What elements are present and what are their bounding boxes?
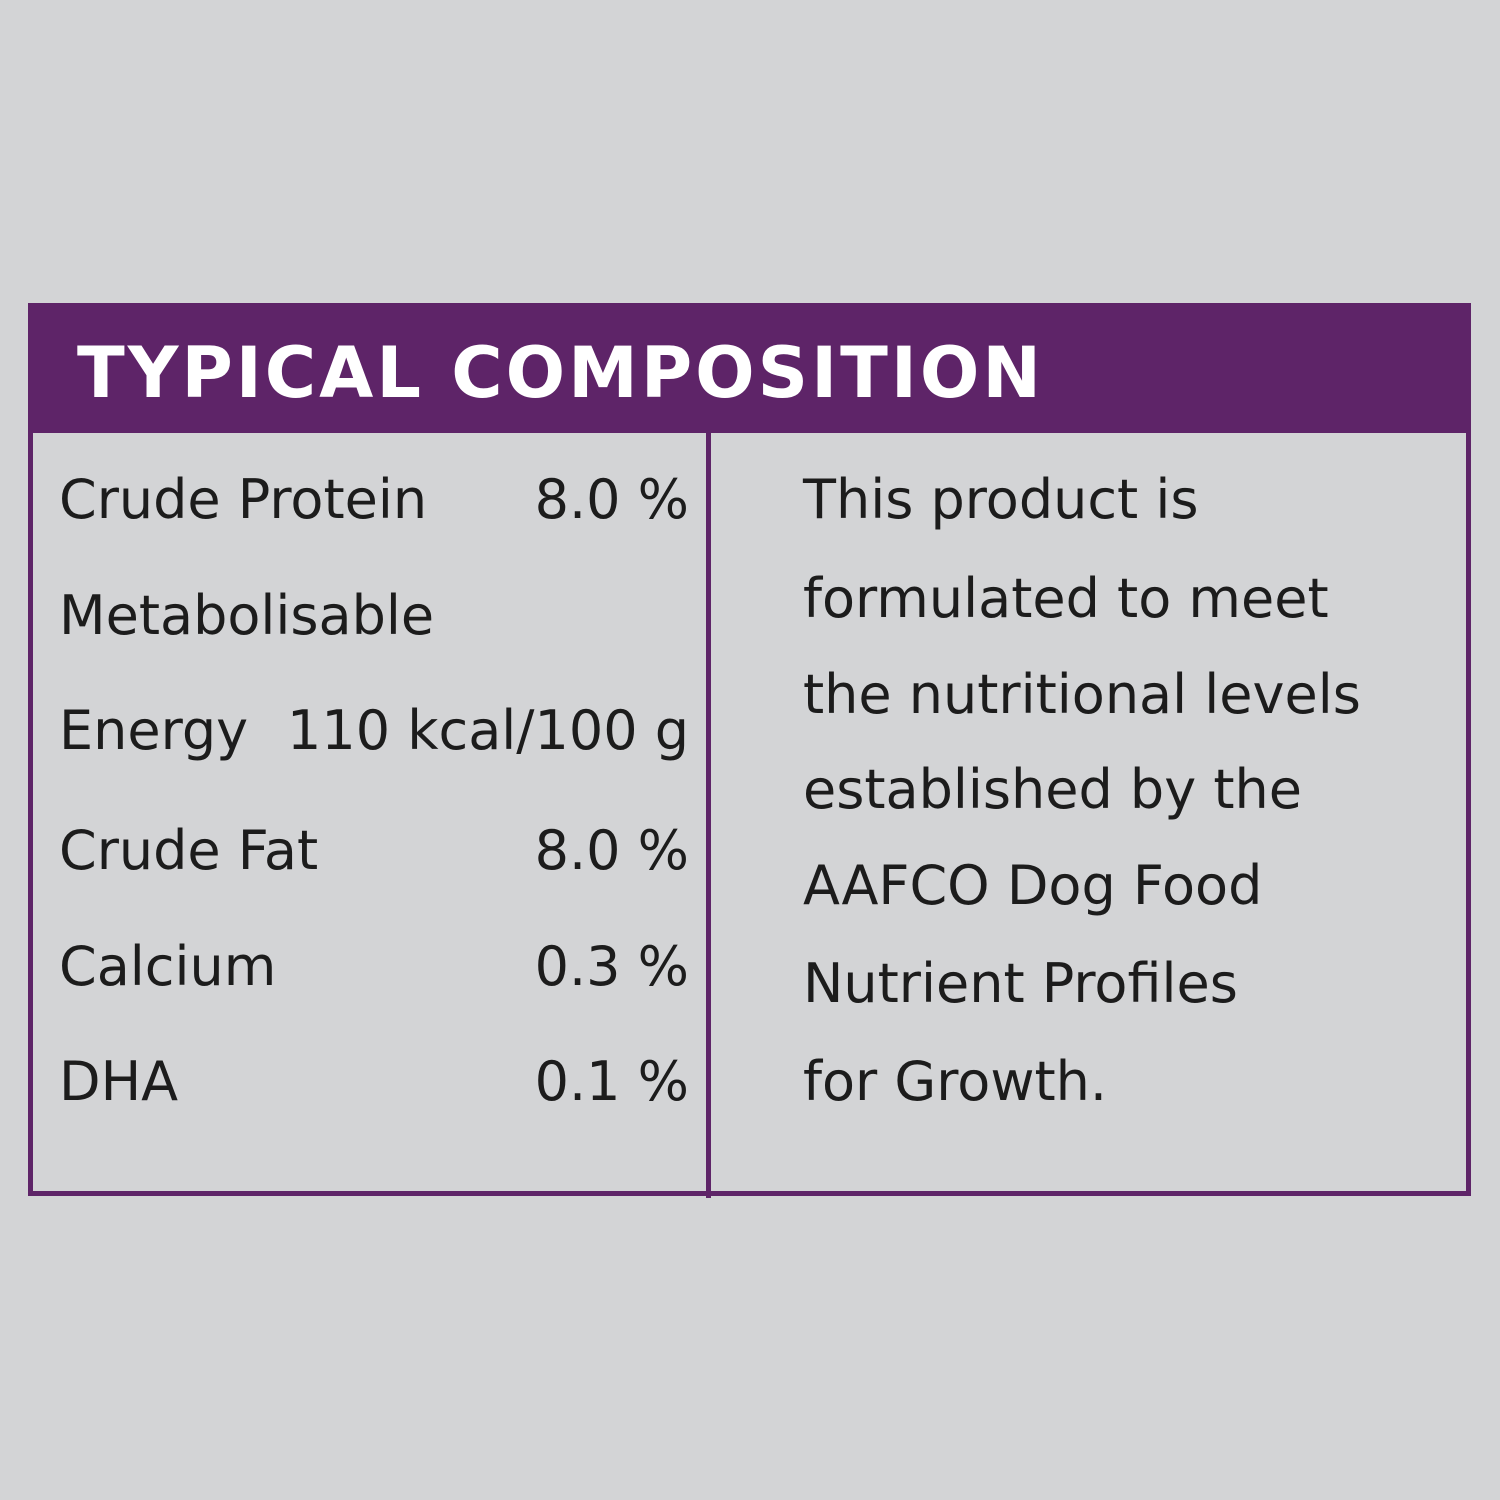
nutrient-label: Crude Fat [59,819,319,882]
composition-panel: TYPICAL COMPOSITION Crude Protein 8.0 % … [28,303,1471,1198]
composition-table: Crude Protein 8.0 % Metabolisable Energy… [33,433,706,1196]
composition-row: Crude Protein 8.0 % [59,465,689,535]
composition-row: Calcium 0.3 % [59,932,689,1002]
nutrient-value: 0.3 % [534,935,689,998]
nutrient-label: Energy [59,699,249,762]
panel-header: TYPICAL COMPOSITION [33,308,1466,433]
nutrient-value: 8.0 % [534,468,689,531]
statement-line: the nutritional levels [803,663,1361,726]
statement-line: Nutrient Profiles [803,952,1238,1015]
statement-line: established by the [803,758,1302,821]
nutrient-label: Metabolisable [59,584,435,647]
statement-line: This product is [803,468,1199,531]
panel-title: TYPICAL COMPOSITION [77,332,1044,414]
nutrient-value: 0.1 % [534,1050,689,1113]
statement-line: formulated to meet [803,567,1329,630]
nutrient-value: 8.0 % [534,819,689,882]
composition-row: DHA 0.1 % [59,1047,689,1117]
composition-row: Metabolisable [59,581,689,651]
statement-line: for Growth. [803,1050,1108,1113]
nutrient-label: Crude Protein [59,468,428,531]
aafco-statement: This product is formulated to meet the n… [711,433,1466,1196]
composition-row: Crude Fat 8.0 % [59,816,689,886]
nutrient-value: 110 kcal/100 g [287,699,689,762]
statement-line: AAFCO Dog Food [803,854,1263,917]
nutrient-label: DHA [59,1050,179,1113]
column-divider [706,433,711,1198]
composition-row: Energy 110 kcal/100 g [59,696,689,766]
nutrient-label: Calcium [59,935,277,998]
